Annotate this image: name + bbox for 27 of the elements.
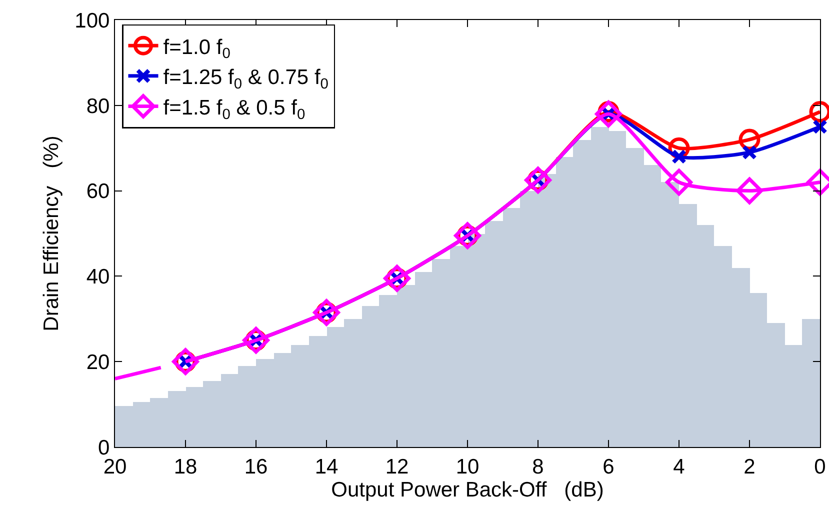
legend-label: f=1.0 f$_{0}$ bbox=[163, 36, 230, 62]
x-axis-title: Output Power Back-Off (dB) bbox=[331, 478, 604, 502]
point bbox=[595, 100, 622, 128]
x-tick-label: 12 bbox=[385, 455, 409, 478]
y-tick-label: 40 bbox=[86, 266, 110, 289]
y-tick-label: 80 bbox=[86, 94, 110, 118]
x-tick-label: 4 bbox=[673, 455, 686, 478]
x-tick-label: 18 bbox=[174, 455, 198, 478]
legend-label: f=1.5 f$_{0}$ & 0.5 f$_{0}$ bbox=[163, 96, 306, 123]
x-tick-label: 6 bbox=[602, 455, 614, 478]
point bbox=[812, 119, 828, 134]
point bbox=[736, 177, 763, 204]
x-tick-label: 16 bbox=[244, 455, 268, 478]
x-tick-label: 2 bbox=[744, 455, 756, 478]
x-tick-label: 8 bbox=[532, 455, 544, 478]
point bbox=[672, 149, 686, 164]
y-axis-title: Drain Efficiency (%) bbox=[40, 136, 63, 332]
y-tick-label: 100 bbox=[74, 9, 110, 32]
point bbox=[742, 144, 757, 160]
y-tick-label: 20 bbox=[86, 350, 110, 374]
point bbox=[666, 168, 692, 196]
y-tick-label: 60 bbox=[86, 180, 110, 204]
x-tick-label: 0 bbox=[814, 455, 826, 478]
legend-label: f=1.25 f$_{0}$ & 0.75 f$_{0}$ bbox=[163, 66, 328, 93]
x-tick-label: 10 bbox=[456, 455, 480, 478]
point bbox=[242, 326, 270, 354]
x-tick-label: 14 bbox=[314, 455, 338, 478]
